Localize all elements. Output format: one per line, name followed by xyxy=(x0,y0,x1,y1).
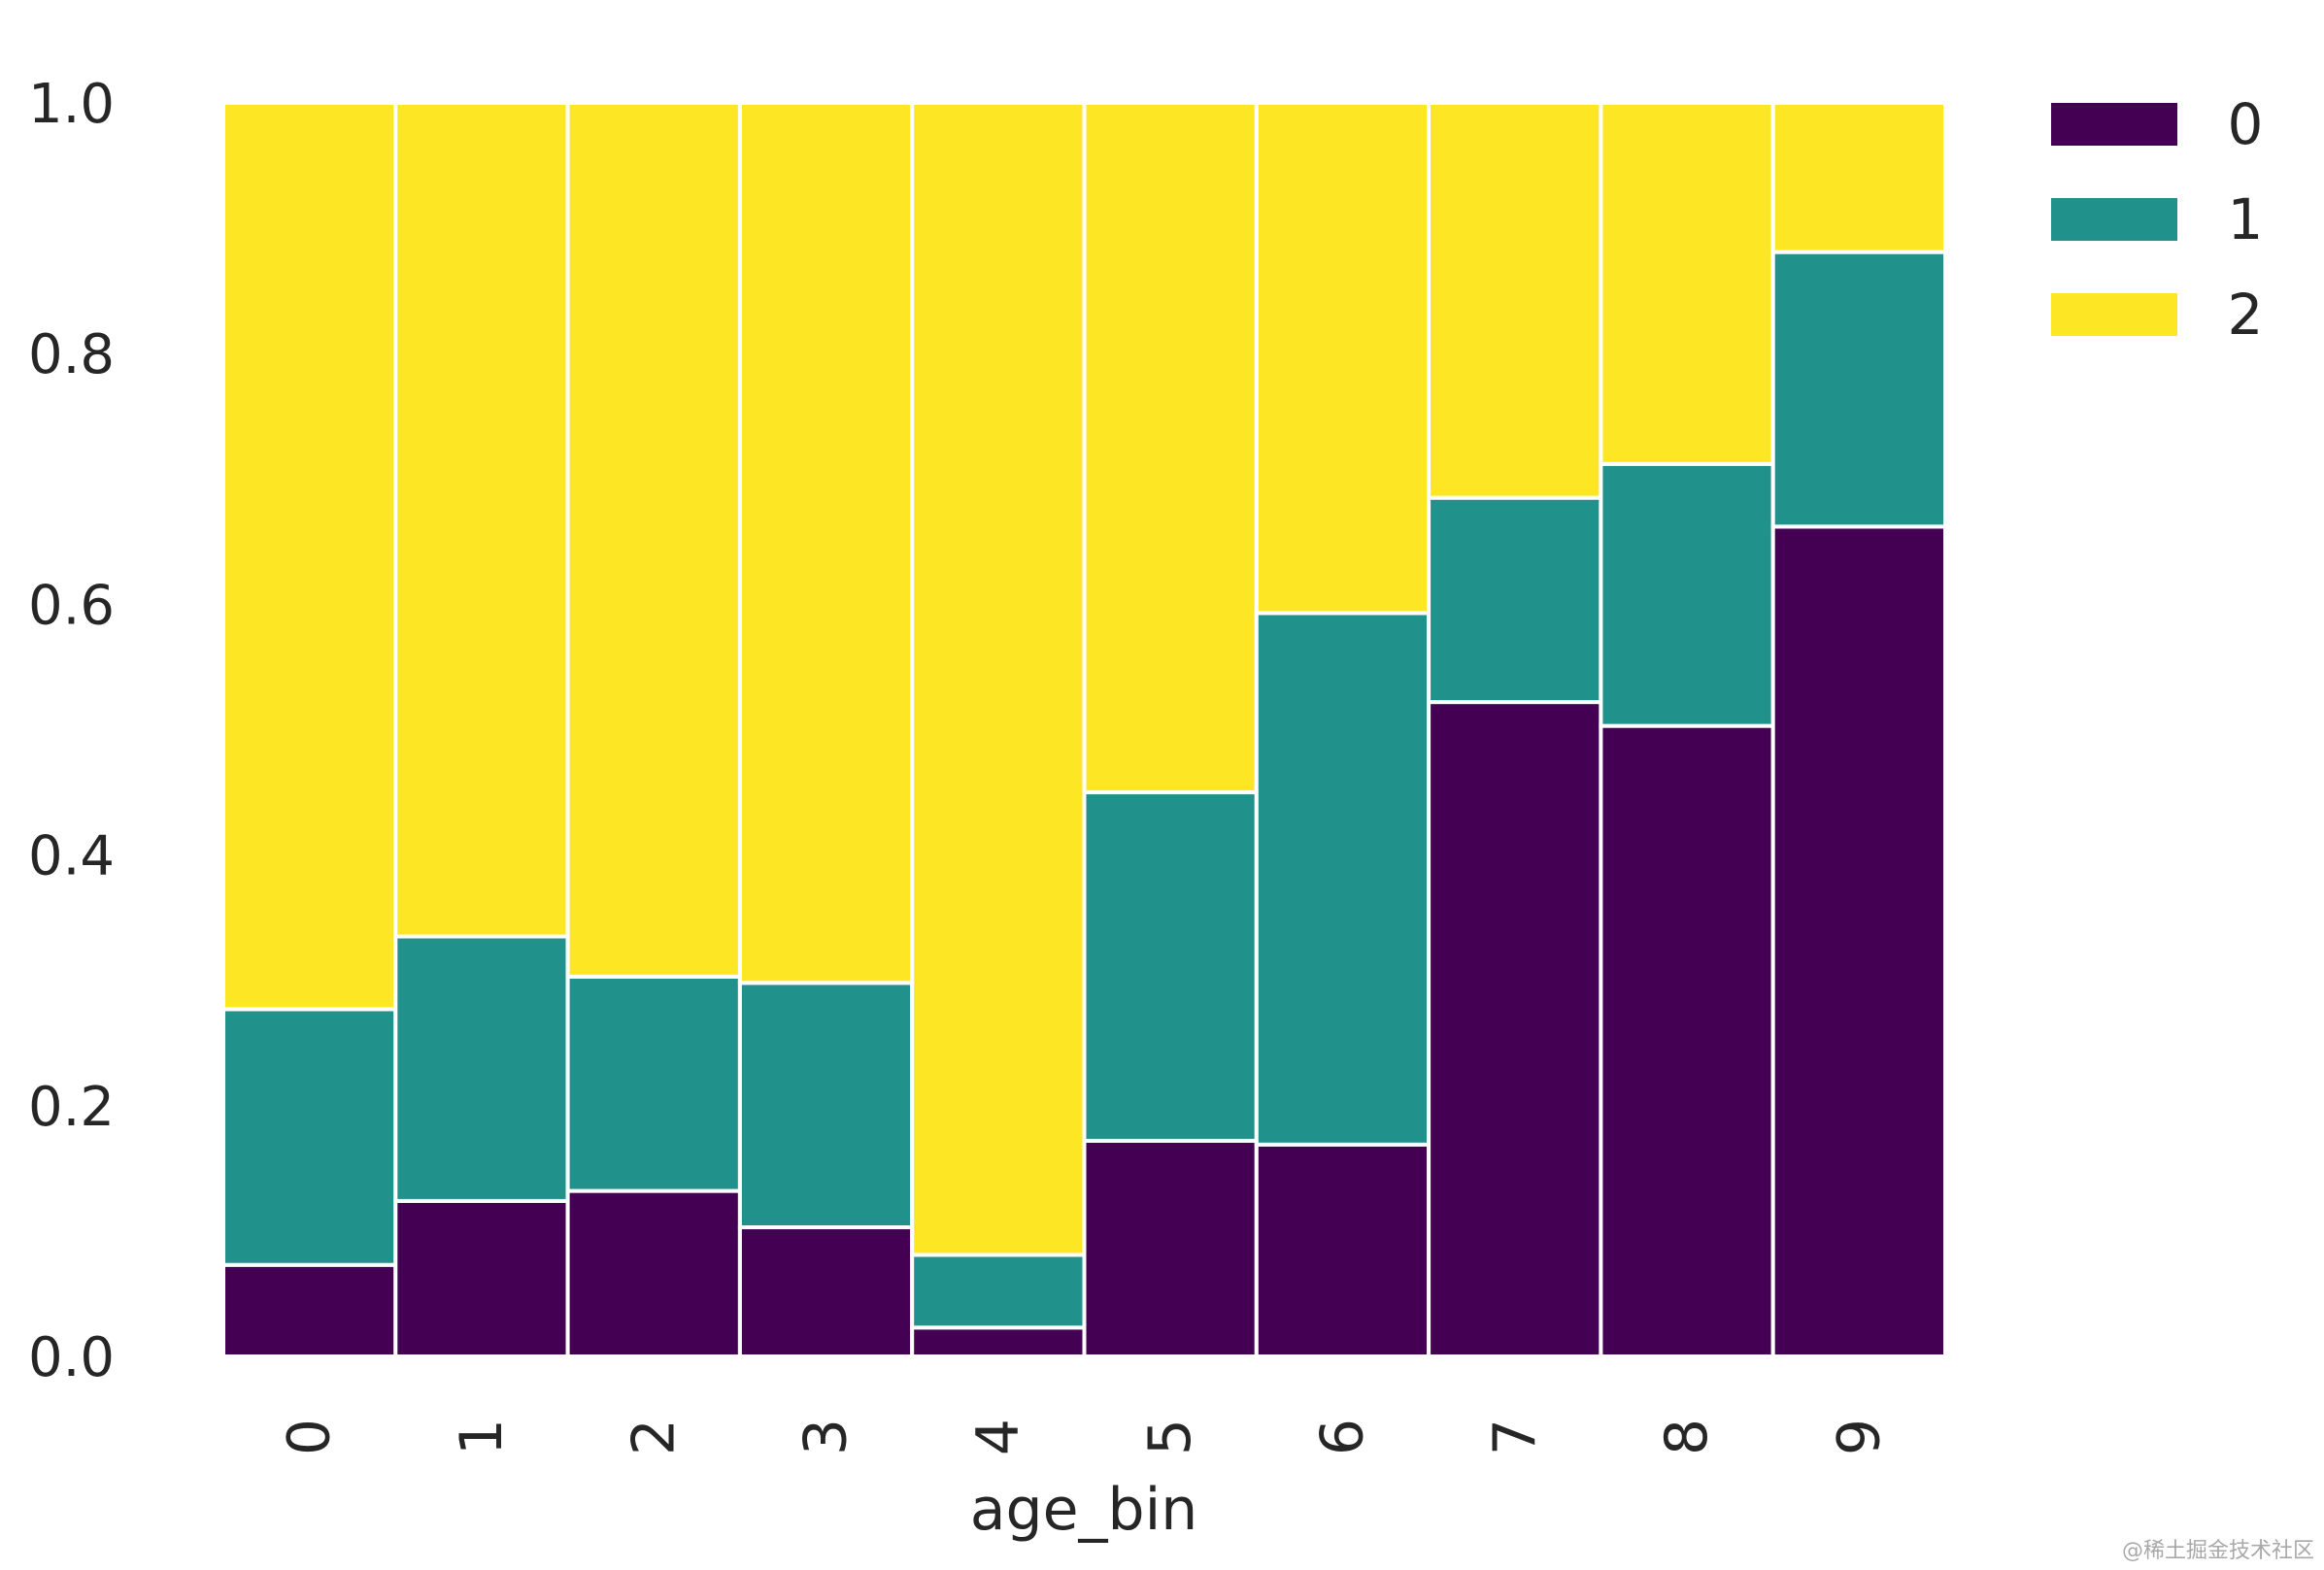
x-tick-label: 2 xyxy=(620,1419,688,1455)
x-tick-label: 3 xyxy=(792,1419,860,1455)
x-tick-label: 5 xyxy=(1136,1419,1204,1455)
bar-segment-cat-0-series-2 xyxy=(221,101,398,1012)
x-tick-label: 4 xyxy=(964,1419,1032,1455)
bar-segment-cat-9-series-0 xyxy=(1770,524,1947,1358)
bar-segment-cat-4-series-1 xyxy=(910,1253,1087,1330)
bar-segment-cat-1-series-1 xyxy=(393,934,570,1203)
bar-segment-cat-6-series-0 xyxy=(1254,1142,1431,1359)
bar-segment-cat-9-series-2 xyxy=(1770,101,1947,254)
x-tick-label: 0 xyxy=(276,1419,344,1455)
x-tick-label: 1 xyxy=(448,1419,516,1455)
bar-segment-cat-8-series-1 xyxy=(1599,461,1775,728)
legend-label-2: 2 xyxy=(2228,282,2264,348)
bar-segment-cat-3-series-2 xyxy=(737,101,915,985)
legend-label-0: 0 xyxy=(2228,91,2264,157)
bar-segment-cat-7-series-2 xyxy=(1427,101,1603,500)
bar-segment-cat-5-series-1 xyxy=(1082,790,1259,1143)
bar-segment-cat-1-series-0 xyxy=(393,1198,570,1359)
bar-segment-cat-8-series-0 xyxy=(1599,723,1775,1358)
y-tick-label: 0.2 xyxy=(28,1076,115,1139)
legend-label-1: 1 xyxy=(2228,186,2264,252)
bar-segment-cat-6-series-2 xyxy=(1254,101,1431,616)
bar-segment-cat-2-series-1 xyxy=(565,974,742,1193)
legend-swatch-0 xyxy=(2051,103,2177,146)
x-axis-ticks: 0 1 2 3 4 5 6 7 8 9 xyxy=(276,1419,1894,1455)
bar-segment-cat-4-series-2 xyxy=(910,101,1087,1257)
watermark: @稀土掘金技术社区 xyxy=(2121,1539,2314,1563)
legend-swatch-1 xyxy=(2051,198,2177,241)
bar-segment-cat-3-series-0 xyxy=(737,1225,915,1358)
y-tick-label: 1.0 xyxy=(28,73,115,136)
bar-segment-cat-4-series-0 xyxy=(910,1325,1087,1359)
bar-segment-cat-6-series-1 xyxy=(1254,611,1431,1147)
x-tick-label: 9 xyxy=(1825,1419,1893,1455)
x-tick-label: 6 xyxy=(1308,1419,1376,1455)
bar-segment-cat-8-series-2 xyxy=(1599,101,1775,466)
x-tick-label: 7 xyxy=(1481,1419,1549,1455)
y-axis-ticks: 0.0 0.2 0.4 0.6 0.8 1.0 xyxy=(28,73,115,1389)
bar-segment-cat-2-series-2 xyxy=(565,101,742,979)
y-tick-label: 0.4 xyxy=(28,825,115,888)
legend: 0 1 2 xyxy=(2051,91,2263,348)
bar-segment-cat-7-series-0 xyxy=(1427,700,1603,1358)
y-tick-label: 0.0 xyxy=(28,1326,115,1389)
bar-segments xyxy=(221,101,1947,1359)
legend-swatch-2 xyxy=(2051,293,2177,336)
bar-segment-cat-5-series-0 xyxy=(1082,1138,1259,1358)
bar-segment-cat-2-series-0 xyxy=(565,1188,742,1359)
bar-segment-cat-1-series-2 xyxy=(393,101,570,939)
bar-segment-cat-5-series-2 xyxy=(1082,101,1259,795)
x-axis-label: age_bin xyxy=(970,1476,1198,1544)
bar-segment-cat-9-series-1 xyxy=(1770,250,1947,529)
bar-segment-cat-0-series-1 xyxy=(221,1007,398,1267)
bar-segment-cat-0-series-0 xyxy=(221,1262,398,1358)
y-tick-label: 0.6 xyxy=(28,574,115,637)
y-tick-label: 0.8 xyxy=(28,323,115,386)
bar-segment-cat-7-series-1 xyxy=(1427,495,1603,705)
bar-segment-cat-3-series-1 xyxy=(737,981,915,1230)
x-tick-label: 8 xyxy=(1653,1419,1721,1455)
